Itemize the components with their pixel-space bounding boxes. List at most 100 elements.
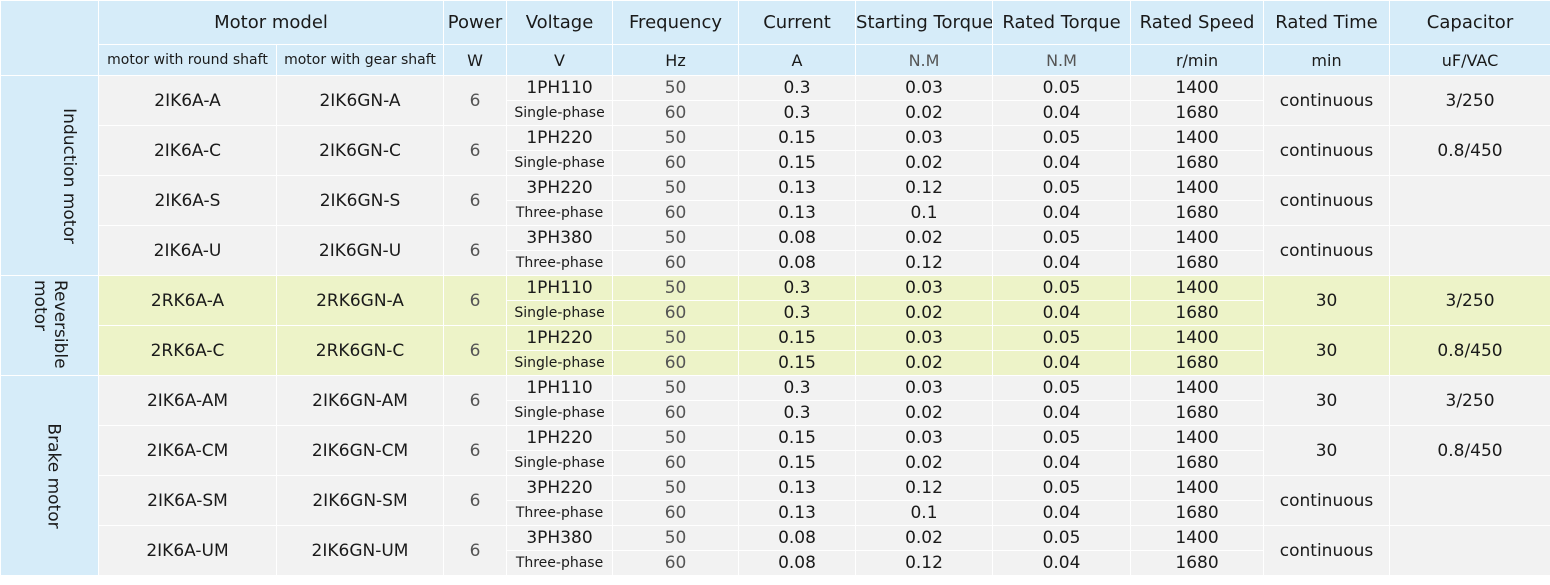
subheader-gear-shaft: motor with gear shaft: [275, 44, 445, 76]
rated-torque-value: 0.05: [992, 375, 1132, 401]
table-row: Single-phase 60 0.15 0.02 0.04 1680: [1, 350, 1550, 376]
voltage-value: 1PH110: [506, 75, 614, 101]
category-label: Reversible motor: [0, 275, 99, 376]
power-value: 6: [443, 475, 508, 526]
rated-torque-value: 0.05: [992, 75, 1132, 101]
model-gear-shaft: 2IK6GN-C: [275, 125, 445, 176]
rated-torque-value: 0.04: [992, 300, 1132, 326]
current-value: 0.13: [738, 500, 857, 526]
rated-speed-value: 1400: [1130, 175, 1265, 201]
voltage-value: 3PH220: [506, 175, 614, 201]
frequency-value: 60: [612, 450, 740, 476]
table-row: Induction motor 2IK6A-A 2IK6GN-A 6 1PH110 50 0…: [0, 75, 1550, 276]
model-gear-shaft: 2IK6GN-UM: [275, 525, 445, 576]
starting-torque-value: 0.02: [855, 225, 994, 251]
frequency-value: 50: [612, 475, 740, 501]
frequency-value: 60: [612, 150, 740, 176]
subheader-capacitor-unit: uF/VAC: [1389, 44, 1550, 76]
rated-torque-value: 0.04: [992, 450, 1132, 476]
subheader-rated-torque-unit: N.M: [992, 44, 1132, 76]
model-gear-shaft: 2RK6GN-A: [275, 275, 445, 326]
phase-value: Three-phase: [506, 200, 614, 226]
frequency-value: 60: [612, 300, 740, 326]
phase-value: Three-phase: [506, 500, 614, 526]
subheader-current-unit: A: [738, 44, 857, 76]
current-value: 0.15: [738, 350, 857, 376]
starting-torque-value: 0.03: [855, 125, 994, 151]
voltage-value: 1PH110: [506, 375, 614, 401]
header-starting-torque: Starting Torque: [855, 0, 994, 45]
phase-value: Three-phase: [506, 250, 614, 276]
frequency-value: 60: [612, 550, 740, 576]
table-row: Single-phase 60 0.3 0.02 0.04 1680: [1, 400, 1550, 426]
rated-time-value: continuous: [1263, 125, 1391, 176]
frequency-value: 50: [612, 125, 740, 151]
phase-value: Single-phase: [506, 150, 614, 176]
rated-torque-value: 0.04: [992, 150, 1132, 176]
table-row: Single-phase 60 0.15 0.02 0.04 1680: [1, 150, 1550, 176]
model-gear-shaft: 2IK6GN-S: [275, 175, 445, 226]
power-value: 6: [443, 225, 508, 276]
model-gear-shaft: 2IK6GN-AM: [275, 375, 445, 426]
rated-speed-value: 1400: [1130, 375, 1265, 401]
table-row: 2IK6A-SM 2IK6GN-SM 6 3PH220 50 0.13 0.12 0.05 14…: [1, 475, 1550, 526]
model-round-shaft: 2IK6A-A: [98, 75, 277, 126]
voltage-value: 1PH220: [506, 425, 614, 451]
category-label: Brake motor: [0, 375, 99, 576]
rated-speed-value: 1680: [1130, 500, 1265, 526]
category-label-text: Reversible motor: [29, 279, 70, 369]
model-round-shaft: 2IK6A-AM: [98, 375, 277, 426]
subheader-row: motor with round shaft motor with gear s…: [1, 44, 1550, 76]
model-gear-shaft: 2IK6GN-SM: [275, 475, 445, 526]
rated-torque-value: 0.04: [992, 100, 1132, 126]
header-rated-speed: Rated Speed: [1130, 0, 1265, 45]
subheader-starting-torque-unit: N.M: [855, 44, 994, 76]
model-round-shaft: 2IK6A-SM: [98, 475, 277, 526]
frequency-value: 60: [612, 100, 740, 126]
current-value: 0.3: [738, 75, 857, 101]
header-rated-time: Rated Time: [1263, 0, 1391, 45]
power-value: 6: [443, 75, 508, 126]
rated-torque-value: 0.04: [992, 250, 1132, 276]
starting-torque-value: 0.1: [855, 500, 994, 526]
frequency-value: 50: [612, 75, 740, 101]
voltage-value: 3PH380: [506, 525, 614, 551]
frequency-value: 50: [612, 425, 740, 451]
starting-torque-value: 0.02: [855, 400, 994, 426]
frequency-value: 50: [612, 175, 740, 201]
starting-torque-value: 0.03: [855, 375, 994, 401]
subheader-frequency-unit: Hz: [612, 44, 740, 76]
header-motor-model: Motor model: [97, 0, 445, 45]
rated-torque-value: 0.05: [992, 425, 1132, 451]
rated-torque-value: 0.04: [992, 550, 1132, 576]
rated-torque-value: 0.05: [992, 175, 1132, 201]
header-capacitor: Capacitor: [1389, 0, 1550, 45]
rated-time-value: 30: [1263, 325, 1391, 376]
rated-time-value: 30: [1263, 375, 1391, 426]
header-rated-torque: Rated Torque: [992, 0, 1132, 45]
rated-speed-value: 1680: [1130, 250, 1265, 276]
current-value: 0.13: [738, 475, 857, 501]
table-row: Single-phase 60 0.3 0.02 0.04 1680: [1, 100, 1550, 126]
rated-time-value: 30: [1263, 275, 1391, 326]
header-current: Current: [738, 0, 857, 45]
power-value: 6: [443, 175, 508, 226]
model-round-shaft: 2IK6A-C: [98, 125, 277, 176]
rated-speed-value: 1680: [1130, 100, 1265, 126]
table-row: 2IK6A-S 2IK6GN-S 6 3PH220 50 0.13 0.12 0.05 1400…: [1, 175, 1550, 226]
model-round-shaft: 2IK6A-U: [98, 225, 277, 276]
rated-time-value: continuous: [1263, 525, 1391, 576]
starting-torque-value: 0.02: [855, 350, 994, 376]
capacitor-value: [1389, 525, 1550, 576]
table-row: 2IK6A-UM 2IK6GN-UM 6 3PH380 50 0.08 0.02 0.05 14…: [1, 525, 1550, 576]
model-gear-shaft: 2IK6GN-U: [275, 225, 445, 276]
table-row: Brake motor 2IK6A-AM 2IK6GN-AM 6 1PH110 50 0.3…: [0, 375, 1550, 576]
rated-speed-value: 1680: [1130, 400, 1265, 426]
frequency-value: 50: [612, 275, 740, 301]
current-value: 0.15: [738, 450, 857, 476]
power-value: 6: [443, 325, 508, 376]
starting-torque-value: 0.03: [855, 325, 994, 351]
capacitor-value: [1389, 225, 1550, 276]
starting-torque-value: 0.12: [855, 550, 994, 576]
frequency-value: 60: [612, 200, 740, 226]
